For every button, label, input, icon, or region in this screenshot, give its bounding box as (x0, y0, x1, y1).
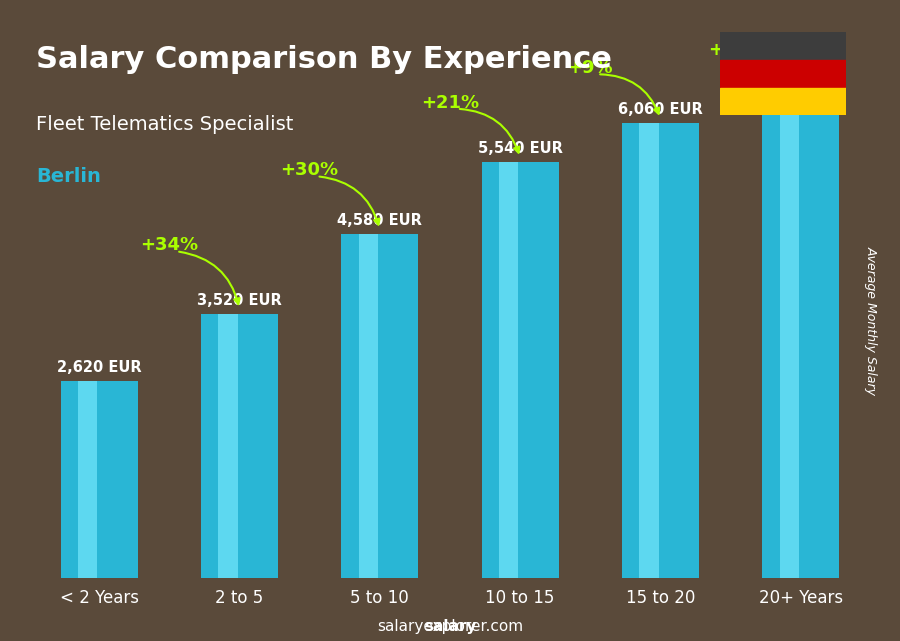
FancyArrowPatch shape (179, 252, 239, 304)
Bar (499, 162, 518, 578)
Text: +30%: +30% (281, 162, 338, 179)
Text: Salary Comparison By Experience: Salary Comparison By Experience (36, 45, 612, 74)
Text: 3,520 EUR: 3,520 EUR (197, 292, 282, 308)
Text: Average Monthly Salary: Average Monthly Salary (865, 246, 878, 395)
Text: salaryexplorer.com: salaryexplorer.com (377, 619, 523, 635)
Bar (622, 123, 699, 578)
Bar (482, 162, 559, 578)
Bar (720, 60, 846, 88)
Text: +21%: +21% (421, 94, 479, 112)
Text: +5%: +5% (707, 40, 753, 58)
Text: 6,060 EUR: 6,060 EUR (618, 102, 703, 117)
Bar (60, 381, 138, 578)
Text: +34%: +34% (140, 237, 198, 254)
Bar (639, 123, 659, 578)
FancyArrowPatch shape (741, 55, 799, 90)
Text: Fleet Telematics Specialist: Fleet Telematics Specialist (36, 115, 293, 135)
Bar (341, 234, 419, 578)
Bar (358, 234, 378, 578)
FancyArrowPatch shape (600, 74, 659, 113)
Bar (201, 313, 278, 578)
Text: 5,540 EUR: 5,540 EUR (478, 141, 562, 156)
Bar (779, 100, 799, 578)
FancyArrowPatch shape (320, 176, 380, 224)
Text: 2,620 EUR: 2,620 EUR (57, 360, 141, 375)
Bar (219, 313, 238, 578)
FancyArrowPatch shape (460, 109, 519, 153)
Text: 4,580 EUR: 4,580 EUR (338, 213, 422, 228)
Text: salary: salary (424, 619, 476, 635)
Text: 6,370 EUR: 6,370 EUR (759, 79, 843, 94)
Text: Berlin: Berlin (36, 167, 101, 186)
Text: +9%: +9% (568, 59, 613, 78)
Bar (720, 32, 846, 60)
Bar (720, 88, 846, 115)
Bar (78, 381, 97, 578)
Bar (762, 100, 840, 578)
